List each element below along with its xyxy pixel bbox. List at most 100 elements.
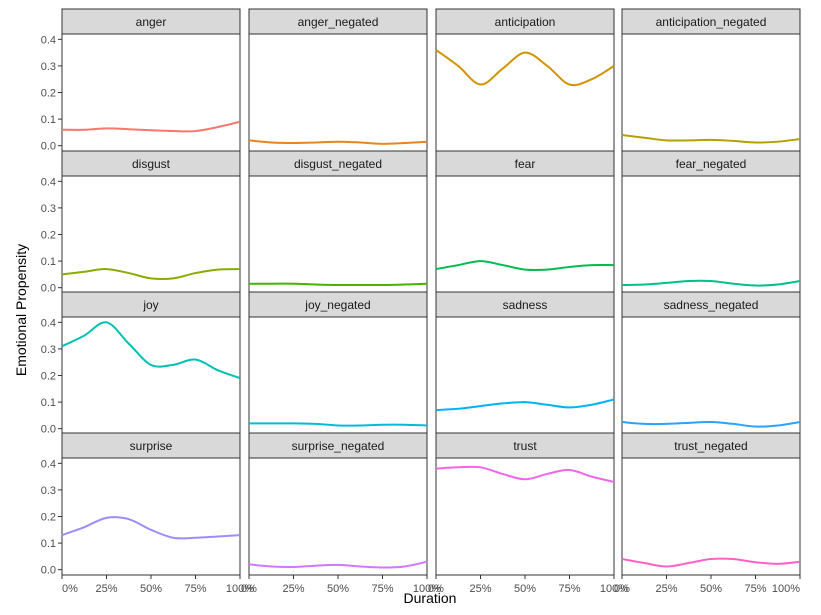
- y-tick-label: 0.0: [41, 283, 56, 295]
- facet-plot-area: [248, 33, 428, 152]
- y-tick-label: 0.1: [41, 538, 56, 550]
- series-line: [61, 268, 241, 281]
- facet-strip: [248, 432, 428, 459]
- x-tick-label: 25%: [469, 583, 491, 595]
- y-tick-label: 0.4: [41, 34, 56, 46]
- facet-plot-area: [621, 175, 801, 294]
- facet-plot-area: [435, 316, 615, 435]
- facet-strip-label: disgust_negated: [294, 157, 382, 171]
- series-line: [248, 282, 428, 287]
- facet-panel: disgust_negated: [248, 150, 428, 294]
- x-tick-label: 50%: [327, 583, 349, 595]
- facet-panel: disgust 0.0 0.1 0.2 0.3 0.4: [41, 150, 241, 295]
- facet-strip: [621, 150, 801, 177]
- facet-strip: [61, 432, 241, 459]
- series-line: [61, 321, 241, 380]
- x-tick-label: 100%: [413, 583, 441, 595]
- facet-strip: [621, 291, 801, 318]
- facet-panel: fear: [435, 150, 615, 294]
- x-tick-label: 50%: [514, 583, 536, 595]
- series-line: [621, 134, 801, 144]
- facet-panel: anticipation: [435, 8, 615, 152]
- y-tick-label: 0.2: [41, 512, 56, 524]
- facet-panel: joy_negated: [248, 291, 428, 435]
- facet-strip-label: joy: [142, 298, 158, 312]
- facet-panel: anger_negated: [248, 8, 428, 152]
- facet-strip: [621, 432, 801, 459]
- y-tick-label: 0.0: [41, 424, 56, 436]
- facet-plot-area: [621, 33, 801, 152]
- facet-strip-label: joy_negated: [304, 298, 370, 312]
- series-line: [435, 398, 615, 412]
- series-line: [435, 465, 615, 483]
- y-tick-label: 0.3: [41, 485, 56, 497]
- facet-panels: anger 0.0 0.1 0.2 0.3 0.4 anger_negated anticip…: [41, 8, 801, 595]
- facet-strip-label: fear_negated: [676, 157, 747, 171]
- facet-plot-area: [621, 457, 801, 576]
- y-tick-label: 0.1: [41, 256, 56, 268]
- y-tick-label: 0.4: [41, 458, 56, 470]
- series-line: [435, 260, 615, 272]
- facet-strip-label: anger_negated: [298, 15, 379, 29]
- y-tick-label: 0.1: [41, 114, 56, 126]
- x-tick-label: 75%: [371, 583, 393, 595]
- y-axis-title: Emotional Propensity: [13, 244, 29, 376]
- facet-strip: [435, 8, 615, 35]
- facet-strip: [248, 291, 428, 318]
- facet-strip: [435, 150, 615, 177]
- y-tick-label: 0.4: [41, 176, 56, 188]
- facet-panel: trust_negated 0% 25% 50% 75% 100%: [614, 432, 801, 595]
- x-tick-label: 75%: [184, 583, 206, 595]
- facet-plot-area: [248, 316, 428, 435]
- series-line: [621, 279, 801, 287]
- x-tick-label: 100%: [772, 583, 800, 595]
- y-tick-label: 0.1: [41, 397, 56, 409]
- series-line: [61, 516, 241, 540]
- x-tick-label: 25%: [282, 583, 304, 595]
- y-tick-label: 0.3: [41, 61, 56, 73]
- x-tick-label: 25%: [655, 583, 677, 595]
- x-tick-label: 50%: [700, 583, 722, 595]
- facet-panel: anger 0.0 0.1 0.2 0.3 0.4: [41, 8, 241, 153]
- facet-panel: sadness: [435, 291, 615, 435]
- y-tick-label: 0.3: [41, 344, 56, 356]
- facet-strip: [621, 8, 801, 35]
- facet-strip-label: trust: [513, 439, 537, 453]
- y-tick-label: 0.2: [41, 88, 56, 100]
- x-tick-label: 0%: [614, 583, 630, 595]
- facet-strip-label: trust_negated: [674, 439, 747, 453]
- facet-strip: [61, 291, 241, 318]
- x-tick-label: 100%: [600, 583, 628, 595]
- facet-strip-label: anger: [136, 15, 167, 29]
- y-tick-label: 0.0: [41, 565, 56, 577]
- x-tick-label: 100%: [226, 583, 254, 595]
- facet-plot-area: [61, 33, 241, 152]
- series-line: [248, 560, 428, 569]
- series-line: [248, 139, 428, 145]
- x-axis-title: Duration: [404, 590, 457, 606]
- y-tick-label: 0.2: [41, 230, 56, 242]
- x-tick-label: 25%: [95, 583, 117, 595]
- facet-panel: anticipation_negated: [621, 8, 801, 152]
- facet-strip-label: surprise: [130, 439, 173, 453]
- x-tick-label: 75%: [744, 583, 766, 595]
- facet-panel: fear_negated: [621, 150, 801, 294]
- facet-strip-label: anticipation_negated: [656, 15, 767, 29]
- x-tick-label: 0%: [241, 583, 257, 595]
- facet-plot-area: [435, 457, 615, 576]
- facet-plot-area: [435, 33, 615, 152]
- facet-plot-area: [61, 175, 241, 294]
- facet-strip-label: anticipation: [495, 15, 556, 29]
- facet-strip-label: fear: [515, 157, 536, 171]
- y-tick-label: 0.3: [41, 203, 56, 215]
- facet-plot-area: [248, 457, 428, 576]
- facet-strip: [61, 8, 241, 35]
- facet-plot-area: [621, 316, 801, 435]
- facet-strip-label: surprise_negated: [292, 439, 385, 453]
- series-line: [61, 120, 241, 133]
- facet-plot-area: [435, 175, 615, 294]
- x-tick-label: 0%: [428, 583, 444, 595]
- facet-panel: surprise_negated 0% 25% 50% 75% 100%: [241, 432, 441, 595]
- series-line: [248, 422, 428, 427]
